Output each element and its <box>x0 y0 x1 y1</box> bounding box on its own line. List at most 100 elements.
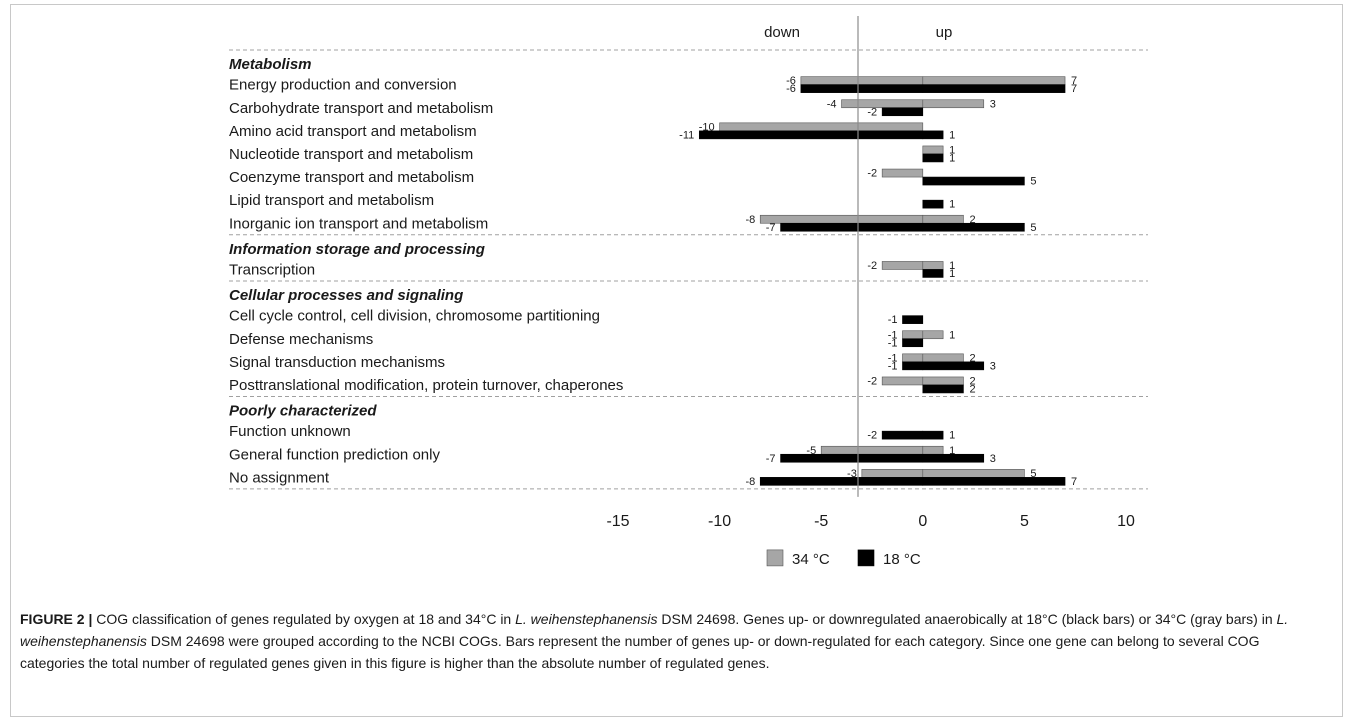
group-dividers <box>229 49 1148 490</box>
bar-34c-down <box>759 214 924 224</box>
caption-text-1: COG classification of genes regulated by… <box>92 611 516 627</box>
x-axis-ticks: -15 -10 -5 0 5 10 <box>606 513 1135 530</box>
group-label-0: Metabolism <box>229 56 312 73</box>
bar-34c-up <box>922 376 964 386</box>
bar-18c-down <box>759 477 924 486</box>
bar-18c-down <box>881 107 924 117</box>
bar-18c-up <box>922 269 944 278</box>
value-label-18c-up: 3 <box>990 360 996 372</box>
value-label-18c-up: 1 <box>949 152 955 164</box>
bar-18c-down <box>780 222 924 232</box>
bar-34c-up <box>922 76 1066 85</box>
value-label-18c-down: -6 <box>786 83 796 95</box>
bar-34c-down <box>902 353 924 363</box>
group-label-2: Cellular processes and signaling <box>229 287 463 304</box>
bar-34c-up <box>922 214 964 224</box>
category-label: No assignment <box>229 469 330 486</box>
bar-34c-up <box>922 330 944 340</box>
value-label-18c-down: -7 <box>766 222 776 234</box>
cog-bar-chart: Metabolism Energy production and conversi… <box>229 16 1148 568</box>
legend-label-1: 18 °C <box>883 551 921 568</box>
value-label-18c-down: -8 <box>745 476 755 488</box>
value-label-34c-down: -10 <box>699 121 715 133</box>
value-label-34c-up: 5 <box>1030 468 1036 480</box>
value-label-18c-up: 1 <box>949 199 955 211</box>
bar-18c-down <box>698 130 924 140</box>
x-tick-label: 0 <box>918 513 927 530</box>
bar-18c-up <box>922 176 1025 186</box>
legend-swatch-1 <box>857 549 875 567</box>
value-label-18c-down: -2 <box>867 430 877 442</box>
legend-swatch-0 <box>766 549 784 567</box>
figure-frame <box>10 4 1343 717</box>
value-label-34c-up: 2 <box>969 214 975 226</box>
value-label-34c-up: 1 <box>949 260 955 272</box>
value-label-34c-down: -1 <box>888 329 898 341</box>
value-label-18c-up: 1 <box>949 430 955 442</box>
category-label: Transcription <box>229 261 315 278</box>
x-tick-label: 5 <box>1020 513 1029 530</box>
legend: 34 °C 18 °C <box>766 549 921 568</box>
value-label-34c-down: -1 <box>888 352 898 364</box>
direction-label-up: up <box>936 24 953 41</box>
bar-18c-up <box>922 453 985 463</box>
category-label: Nucleotide transport and metabolism <box>229 146 473 163</box>
value-label-18c-up: 3 <box>990 453 996 465</box>
bar-18c-down <box>800 84 924 93</box>
x-tick-label: -10 <box>708 513 731 530</box>
value-label-34c-up: 2 <box>969 352 975 364</box>
category-label: General function prediction only <box>229 446 440 463</box>
bar-34c-up <box>922 469 1025 478</box>
direction-label-down: down <box>764 24 800 41</box>
category-label: Cell cycle control, cell division, chrom… <box>229 308 600 325</box>
value-label-18c-up: 2 <box>969 383 975 395</box>
bar-18c-up <box>922 222 1025 232</box>
category-label: Carbohydrate transport and metabolism <box>229 100 493 117</box>
bar-18c-down <box>902 338 924 348</box>
bar-18c-down <box>902 361 924 371</box>
value-label-18c-down: -11 <box>679 129 694 141</box>
category-labels: Metabolism Energy production and conversi… <box>229 56 623 486</box>
caption-text-3: DSM 24698 were grouped according to the … <box>20 633 1260 671</box>
bar-34c-down <box>719 122 924 132</box>
x-tick-label: 10 <box>1117 513 1135 530</box>
bar-18c-up <box>922 477 1066 486</box>
value-label-34c-up: 7 <box>1071 75 1077 87</box>
value-label-34c-down: -4 <box>827 98 837 110</box>
bar-34c-down <box>902 330 924 340</box>
value-labels: -6 7-6 7-4 3-2-10-11 111-251-8 2-7 5-2 11-1-1 1-… <box>679 75 1077 488</box>
category-label: Signal transduction mechanisms <box>229 354 445 371</box>
value-label-18c-down: -1 <box>888 360 898 372</box>
bar-34c-up <box>922 445 944 455</box>
bar-34c-up <box>922 261 944 270</box>
value-label-34c-up: 3 <box>990 98 996 110</box>
category-label: Coenzyme transport and metabolism <box>229 169 474 186</box>
x-tick-label: -5 <box>814 513 828 530</box>
value-label-18c-down: -1 <box>888 314 898 326</box>
category-label: Amino acid transport and metabolism <box>229 123 477 140</box>
category-label: Lipid transport and metabolism <box>229 192 434 209</box>
bar-18c-up <box>922 361 985 371</box>
bar-34c-down <box>881 261 924 270</box>
x-tick-label: -15 <box>606 513 629 530</box>
bar-34c-up <box>922 99 985 109</box>
caption-species-2: L. weihenstephanensis <box>20 611 1289 649</box>
bar-34c-down <box>881 376 924 386</box>
value-label-34c-down: -8 <box>745 214 755 226</box>
category-label: Energy production and conversion <box>229 77 457 94</box>
value-label-18c-up: 7 <box>1071 83 1077 95</box>
group-label-3: Poorly characterized <box>229 403 377 420</box>
legend-label-0: 34 °C <box>792 551 830 568</box>
bar-18c-up <box>922 84 1066 93</box>
bar-34c-down <box>820 445 924 455</box>
value-label-34c-down: -2 <box>867 260 877 272</box>
bar-18c-down <box>881 430 924 440</box>
caption-text-2: DSM 24698. Genes up- or downregulated an… <box>657 611 1277 627</box>
value-label-34c-down: -5 <box>806 445 816 457</box>
value-label-34c-down: -2 <box>867 375 877 387</box>
bars <box>698 76 1066 486</box>
value-label-34c-up: 1 <box>949 445 955 457</box>
bar-18c-up <box>922 430 944 440</box>
value-label-18c-up: 5 <box>1030 222 1036 234</box>
bar-18c-up <box>922 153 944 163</box>
